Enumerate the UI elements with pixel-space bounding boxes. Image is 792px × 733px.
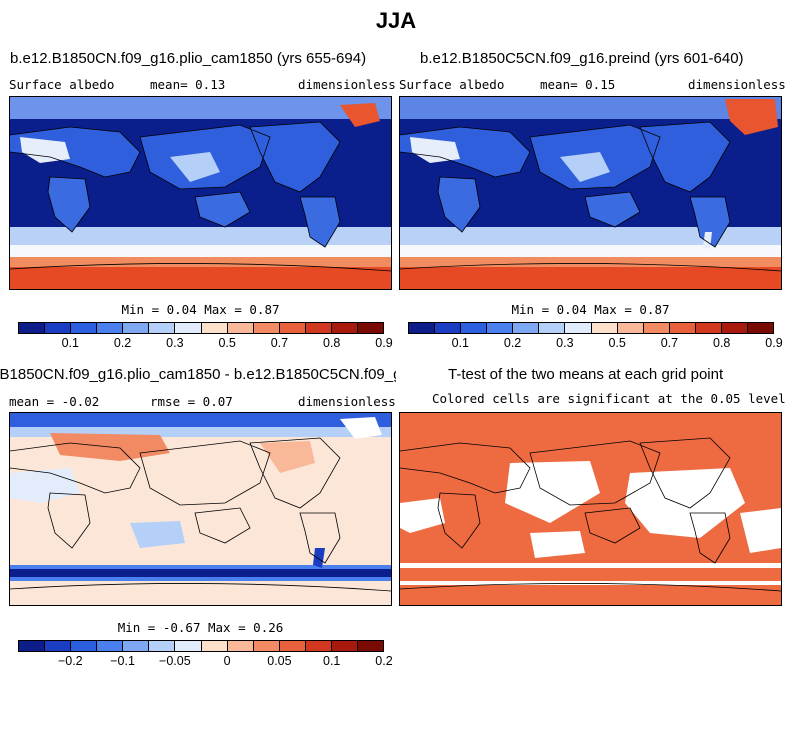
panel-3-map: [9, 412, 392, 606]
albedo-colorbar-swatch: [435, 323, 462, 333]
panel-3-colorbar: [18, 640, 384, 652]
albedo-colorbar-tick-label: 0.3: [166, 336, 184, 350]
albedo-colorbar-swatch: [201, 323, 228, 333]
diff-colorbar-swatch: [19, 641, 46, 651]
panel-2-title: b.e12.B1850C5CN.f09_g16.preind (yrs 601-…: [420, 50, 744, 67]
albedo-colorbar-tick-label: 0.1: [61, 336, 79, 350]
panel-2-variable-label: Surface albedo: [399, 77, 505, 92]
albedo-colorbar-tick-label: 0.9: [765, 336, 783, 350]
panel-3-map-svg: [10, 413, 391, 605]
panel-3-colorbar-ticks: −0.2 −0.1 −0.05 0 0.05 0.1 0.2: [18, 654, 393, 670]
diff-colorbar-tick-label: 0: [223, 654, 231, 668]
diff-colorbar-swatch: [358, 641, 384, 651]
diff-colorbar-swatch: [123, 641, 150, 651]
albedo-colorbar-swatch: [358, 323, 384, 333]
albedo-colorbar-swatch: [305, 323, 332, 333]
panel-1-title: b.e12.B1850CN.f09_g16.plio_cam1850 (yrs …: [10, 50, 367, 67]
diff-colorbar-tick-label: −0.1: [110, 654, 135, 668]
albedo-colorbar-swatch: [591, 323, 618, 333]
albedo-colorbar-tick-label: 0.7: [270, 336, 289, 350]
albedo-colorbar-tick-label: 0.2: [113, 336, 132, 350]
panel-4-map-svg: [400, 413, 781, 605]
panel-4-title: T-test of the two means at each grid poi…: [448, 366, 724, 383]
panel-1-colorbar-ticks: 0.1 0.2 0.3 0.5 0.7 0.8 0.9: [18, 336, 393, 352]
panel-1-map-svg: [10, 97, 391, 289]
albedo-colorbar-swatch: [123, 323, 150, 333]
panel-2-units-label: dimensionless: [688, 77, 786, 92]
albedo-colorbar-swatch: [331, 323, 359, 333]
panel-3-units-label: dimensionless: [298, 394, 396, 409]
panel-1-variable-label: Surface albedo: [9, 77, 115, 92]
albedo-colorbar-swatch: [695, 323, 722, 333]
panel-2-map-svg: [400, 97, 781, 289]
panel-2-map: [399, 96, 782, 290]
diff-colorbar-swatch: [305, 641, 332, 651]
albedo-colorbar-swatch: [279, 323, 306, 333]
albedo-colorbar-swatch: [748, 323, 774, 333]
albedo-colorbar-swatch: [19, 323, 46, 333]
panel-3-title: b.e12.B1850CN.f09_g16.plio_cam1850 - b.e…: [0, 366, 396, 383]
diff-colorbar-swatch: [97, 641, 124, 651]
diff-colorbar-swatch: [227, 641, 254, 651]
albedo-colorbar-tick-label: 0.2: [503, 336, 522, 350]
diff-colorbar-swatch: [253, 641, 280, 651]
diff-colorbar-tick-label: 0.1: [323, 654, 341, 668]
diff-colorbar-swatch: [149, 641, 176, 651]
albedo-colorbar-tick-label: 0.5: [608, 336, 626, 350]
albedo-colorbar-tick-label: 0.8: [713, 336, 731, 350]
diff-colorbar-swatch: [331, 641, 359, 651]
albedo-colorbar-tick-label: 0.3: [556, 336, 574, 350]
panel-3-mean-label: mean = -0.02: [9, 394, 100, 409]
diff-colorbar-swatch: [201, 641, 228, 651]
diff-colorbar-swatch: [279, 641, 306, 651]
diff-colorbar-swatch: [45, 641, 72, 651]
albedo-colorbar-tick-label: 0.5: [218, 336, 236, 350]
albedo-colorbar-swatch: [565, 323, 592, 333]
diff-colorbar-tick-label: −0.2: [57, 654, 83, 668]
panel-2-colorbar-ticks: 0.1 0.2 0.3 0.5 0.7 0.8 0.9: [408, 336, 783, 352]
albedo-colorbar-swatch: [227, 323, 254, 333]
albedo-colorbar-swatch: [513, 323, 540, 333]
albedo-colorbar-tick-label: 0.7: [660, 336, 679, 350]
panel-2-mean-label: mean= 0.15: [540, 77, 616, 92]
albedo-colorbar-swatch: [487, 323, 514, 333]
panel-1-min-max: Min = 0.04 Max = 0.87: [121, 302, 280, 317]
diff-colorbar-swatch: [71, 641, 98, 651]
panel-1-colorbar: [18, 322, 384, 334]
albedo-colorbar-swatch: [175, 323, 202, 333]
albedo-colorbar-swatch: [643, 323, 670, 333]
albedo-colorbar-swatch: [97, 323, 124, 333]
albedo-colorbar-swatch: [409, 323, 436, 333]
panel-1-units-label: dimensionless: [298, 77, 396, 92]
figure-title: JJA: [375, 8, 417, 33]
panel-4-map: [399, 412, 782, 606]
diff-colorbar-tick-label: 0.2: [375, 654, 393, 668]
albedo-colorbar-tick-label: 0.1: [451, 336, 469, 350]
albedo-colorbar-swatch: [669, 323, 696, 333]
albedo-colorbar-swatch: [253, 323, 280, 333]
panel-2-colorbar: [408, 322, 774, 334]
panel-4-subtitle: Colored cells are significant at the 0.0…: [432, 391, 786, 406]
albedo-colorbar-swatch: [45, 323, 72, 333]
diff-colorbar-tick-label: 0.05: [267, 654, 292, 668]
albedo-colorbar-swatch: [71, 323, 98, 333]
panel-2-min-max: Min = 0.04 Max = 0.87: [511, 302, 670, 317]
panel-3-title-clip: b.e12.B1850CN.f09_g16.plio_cam1850 - b.e…: [0, 366, 396, 388]
albedo-colorbar-tick-label: 0.9: [375, 336, 393, 350]
albedo-colorbar-tick-label: 0.8: [323, 336, 341, 350]
panel-1-map: [9, 96, 392, 290]
diff-colorbar-tick-label: −0.05: [159, 654, 191, 668]
albedo-colorbar-swatch: [617, 323, 644, 333]
diff-colorbar-swatch: [175, 641, 202, 651]
panel-3-min-max: Min = -0.67 Max = 0.26: [117, 620, 284, 635]
albedo-colorbar-swatch: [539, 323, 566, 333]
panel-1-mean-label: mean= 0.13: [150, 77, 226, 92]
panel-3-rmse-label: rmse = 0.07: [150, 394, 233, 409]
albedo-colorbar-swatch: [721, 323, 749, 333]
albedo-colorbar-swatch: [149, 323, 176, 333]
albedo-colorbar-swatch: [461, 323, 488, 333]
